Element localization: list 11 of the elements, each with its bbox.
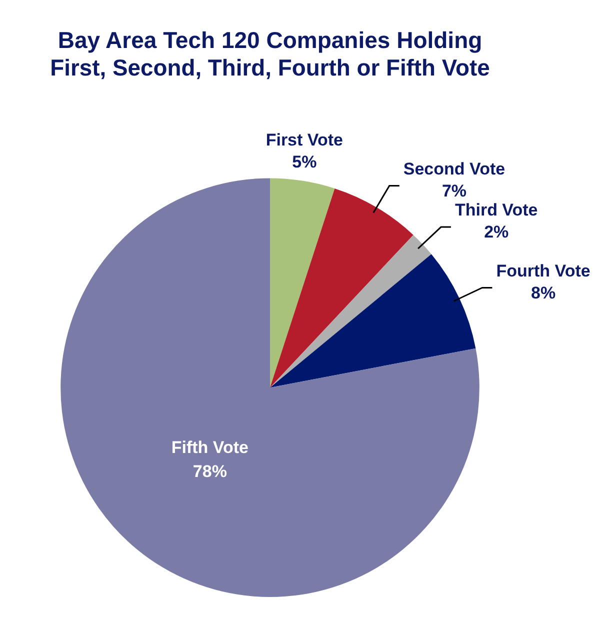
slice-label: Fifth Vote [171, 438, 248, 457]
data-label: 2% [484, 222, 509, 242]
chart-title: Bay Area Tech 120 Companies Holding First, Second, Third, Fourth or Fifth Vote [50, 27, 490, 81]
slice-label: Third Vote [454, 200, 538, 220]
slice-label: Fourth Vote [496, 261, 590, 280]
data-label: 78% [192, 462, 227, 481]
data-label: 7% [442, 181, 467, 200]
data-label: 8% [530, 283, 556, 302]
slice-label: Second Vote [403, 159, 506, 178]
data-label: 5% [292, 152, 317, 172]
slice-label: First Vote [266, 130, 343, 150]
